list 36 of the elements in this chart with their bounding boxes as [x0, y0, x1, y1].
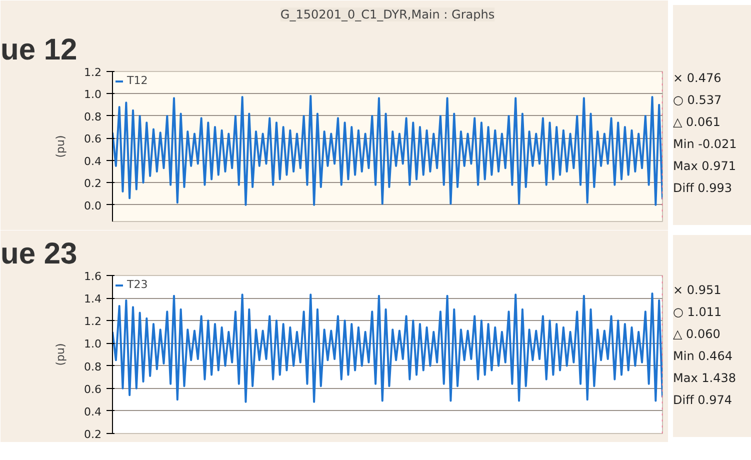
text: Max 1.438	[673, 371, 736, 385]
y-tick-label: 0.4	[84, 154, 102, 168]
y-tick-label: 0.2	[84, 428, 102, 441]
text: Diff 0.993	[673, 181, 732, 195]
text: Min -0.021	[673, 137, 737, 151]
text: × 0.951	[673, 283, 722, 297]
line-series	[112, 292, 662, 403]
text: ue 12	[0, 34, 78, 66]
y-tick-label: 0.6	[84, 382, 102, 396]
text: × 0.476	[673, 71, 722, 85]
y-tick-label: 1.2	[84, 315, 102, 328]
line-series	[112, 94, 662, 206]
y-tick-label: 0.8	[84, 360, 102, 374]
y-tick-label: 1.6	[84, 270, 102, 283]
y-tick-label: 1.0	[84, 338, 102, 351]
y-tick-label: 0.0	[84, 199, 102, 212]
text: ○ 1.011	[673, 305, 722, 319]
text: ue 23	[0, 238, 78, 270]
y-tick-label: 1.4	[84, 292, 102, 306]
text: △ 0.060	[673, 327, 720, 341]
y-tick-label: 0.2	[84, 177, 102, 190]
text: Max 0.971	[673, 159, 736, 173]
y-tick-label: 0.6	[84, 132, 102, 146]
y-tick-label: 1.2	[84, 66, 102, 79]
y-tick-label: 0.4	[84, 405, 102, 418]
y-tick-label: 0.8	[84, 110, 102, 124]
legend-label: T12	[127, 74, 148, 87]
text: △ 0.061	[673, 115, 720, 129]
text: Min 0.464	[673, 349, 732, 363]
chart-title: G_150201_0_C1_DYR,Main : Graphs	[280, 8, 495, 22]
text: Diff 0.974	[673, 393, 732, 407]
text: ○ 0.537	[673, 93, 722, 107]
y-axis-title: (pu)	[54, 135, 68, 158]
y-tick-label: 1.0	[84, 88, 102, 102]
y-axis-title: (pu)	[54, 343, 68, 366]
legend-label: T23	[127, 278, 148, 291]
